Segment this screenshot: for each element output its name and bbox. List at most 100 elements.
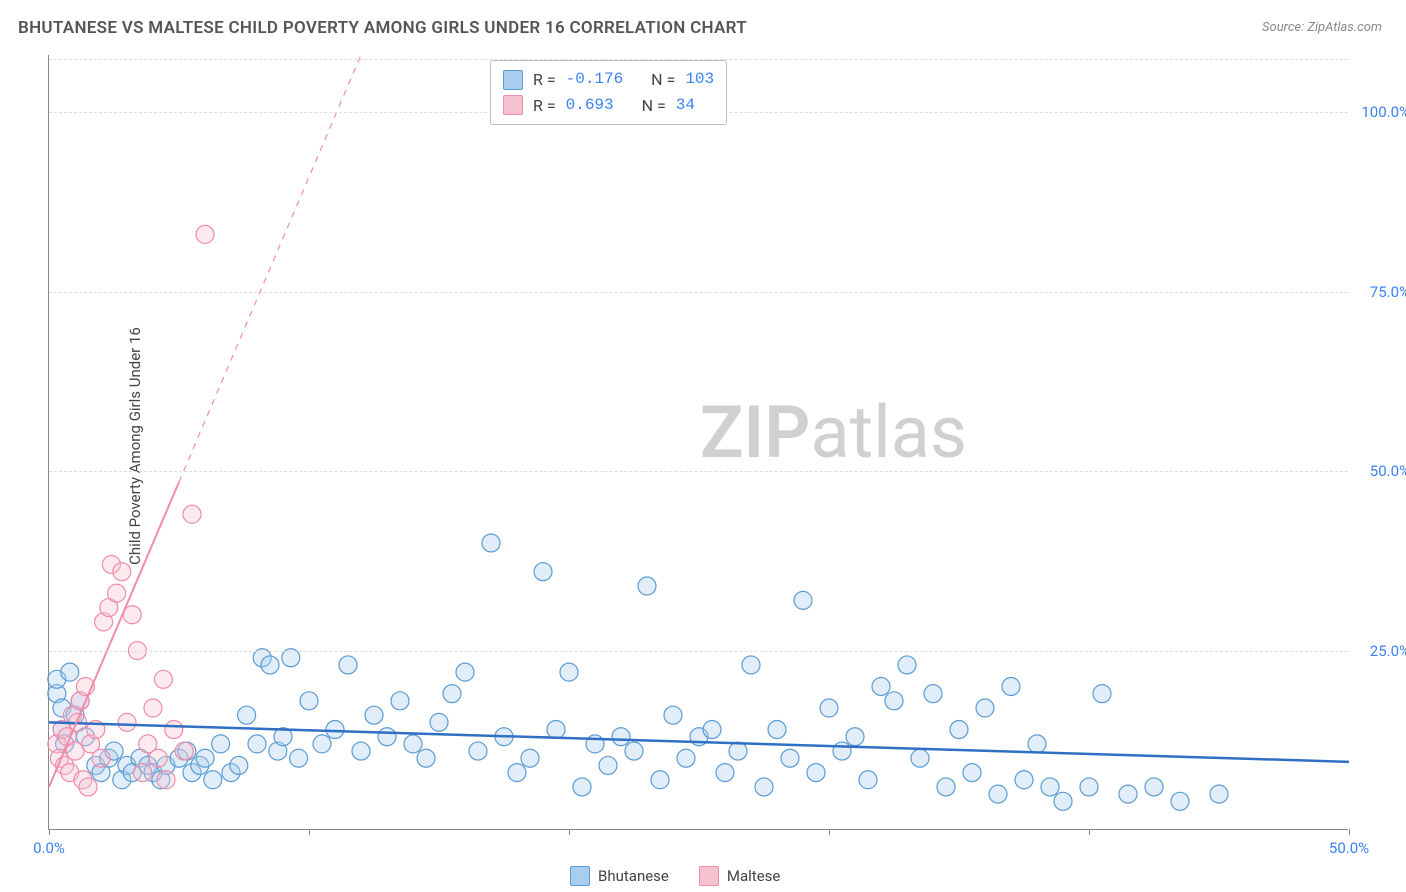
bhutanese-point	[1015, 771, 1033, 789]
bhutanese-point	[1093, 685, 1111, 703]
bhutanese-point	[560, 663, 578, 681]
maltese-trendline-dashed	[179, 55, 361, 482]
bhutanese-point	[950, 721, 968, 739]
bhutanese-point	[1002, 677, 1020, 695]
bhutanese-point	[352, 742, 370, 760]
plot-area: 25.0%50.0%75.0%100.0%0.0%50.0%	[48, 55, 1348, 830]
bhutanese-point	[300, 692, 318, 710]
bhutanese-point	[204, 771, 222, 789]
bhutanese-point	[290, 749, 308, 767]
x-tick	[309, 829, 310, 835]
bhutanese-point	[807, 764, 825, 782]
bhutanese-point	[612, 728, 630, 746]
legend: Bhutanese Maltese	[570, 866, 780, 886]
legend-swatch	[570, 866, 590, 886]
bhutanese-point	[898, 656, 916, 674]
bhutanese-point	[248, 735, 266, 753]
bhutanese-point	[391, 692, 409, 710]
x-tick	[1349, 829, 1350, 835]
bhutanese-point	[1028, 735, 1046, 753]
bhutanese-point	[742, 656, 760, 674]
bhutanese-point	[651, 771, 669, 789]
bhutanese-point	[430, 713, 448, 731]
bhutanese-point	[508, 764, 526, 782]
bhutanese-point	[833, 742, 851, 760]
x-tick	[569, 829, 570, 835]
legend-swatch	[699, 866, 719, 886]
maltese-point	[108, 584, 126, 602]
bhutanese-point	[482, 534, 500, 552]
gridline	[49, 651, 1348, 652]
source-label: Source: ZipAtlas.com	[1262, 20, 1382, 35]
maltese-point	[149, 749, 167, 767]
maltese-point	[165, 721, 183, 739]
maltese-point	[183, 505, 201, 523]
legend-label: Bhutanese	[598, 867, 669, 885]
maltese-point	[113, 563, 131, 581]
bhutanese-point	[212, 735, 230, 753]
y-tick-label: 25.0%	[1354, 642, 1406, 660]
bhutanese-point	[365, 706, 383, 724]
bhutanese-point	[339, 656, 357, 674]
bhutanese-point	[469, 742, 487, 760]
x-tick	[829, 829, 830, 835]
bhutanese-point	[1041, 778, 1059, 796]
y-tick-label: 50.0%	[1354, 462, 1406, 480]
stats-row: R = 0.693 N = 34	[503, 93, 714, 119]
maltese-trendline-solid	[49, 482, 179, 787]
maltese-point	[175, 742, 193, 760]
legend-label: Maltese	[727, 867, 780, 885]
bhutanese-point	[885, 692, 903, 710]
bhutanese-point	[677, 749, 695, 767]
stats-swatch	[503, 95, 523, 115]
bhutanese-point	[625, 742, 643, 760]
bhutanese-point	[794, 591, 812, 609]
y-tick-label: 75.0%	[1354, 283, 1406, 301]
bhutanese-point	[1119, 785, 1137, 803]
bhutanese-point	[238, 706, 256, 724]
bhutanese-point	[1080, 778, 1098, 796]
bhutanese-point	[963, 764, 981, 782]
bhutanese-point	[872, 677, 890, 695]
bhutanese-point	[1145, 778, 1163, 796]
maltese-point	[118, 713, 136, 731]
bhutanese-point	[859, 771, 877, 789]
bhutanese-point	[924, 685, 942, 703]
bhutanese-point	[1210, 785, 1228, 803]
chart-svg	[49, 55, 1348, 829]
bhutanese-point	[521, 749, 539, 767]
chart-title: BHUTANESE VS MALTESE CHILD POVERTY AMONG…	[18, 18, 747, 38]
maltese-point	[157, 771, 175, 789]
gridline	[49, 471, 1348, 472]
bhutanese-point	[404, 735, 422, 753]
bhutanese-point	[326, 721, 344, 739]
maltese-point	[144, 699, 162, 717]
bhutanese-point	[599, 756, 617, 774]
bhutanese-point	[230, 756, 248, 774]
bhutanese-point	[378, 728, 396, 746]
bhutanese-point	[61, 663, 79, 681]
legend-item: Maltese	[699, 866, 780, 886]
bhutanese-point	[755, 778, 773, 796]
x-tick-label: 50.0%	[1329, 839, 1369, 857]
bhutanese-point	[313, 735, 331, 753]
bhutanese-point	[781, 749, 799, 767]
bhutanese-point	[573, 778, 591, 796]
legend-item: Bhutanese	[570, 866, 669, 886]
bhutanese-point	[976, 699, 994, 717]
bhutanese-point	[820, 699, 838, 717]
x-tick	[49, 829, 50, 835]
maltese-point	[134, 764, 152, 782]
bhutanese-point	[196, 749, 214, 767]
bhutanese-point	[417, 749, 435, 767]
bhutanese-point	[547, 721, 565, 739]
bhutanese-point	[443, 685, 461, 703]
bhutanese-point	[456, 663, 474, 681]
bhutanese-point	[1171, 792, 1189, 810]
bhutanese-point	[1054, 792, 1072, 810]
maltese-point	[92, 749, 110, 767]
stats-swatch	[503, 70, 523, 90]
x-tick	[1089, 829, 1090, 835]
maltese-point	[79, 778, 97, 796]
bhutanese-point	[989, 785, 1007, 803]
